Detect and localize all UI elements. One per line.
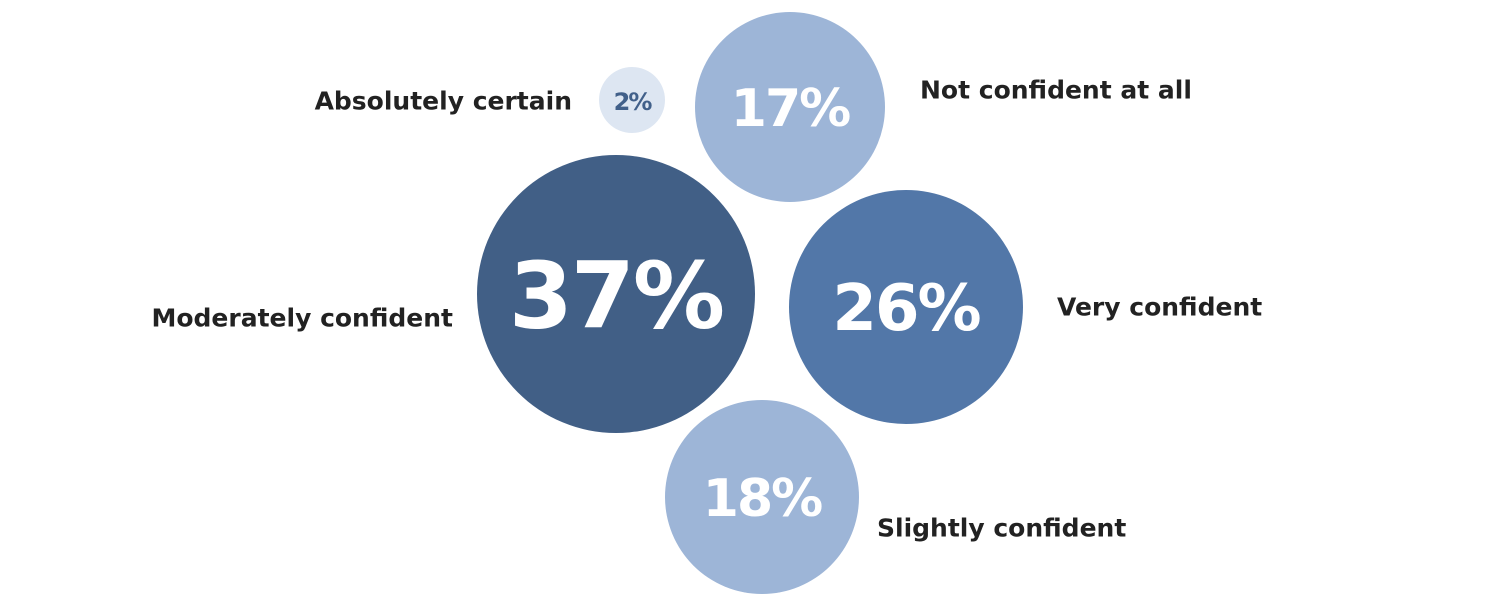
bubble-label-absolutely-certain: Absolutely certain — [315, 87, 572, 116]
bubble-label-not-confident-at-all: Not confident at all — [920, 76, 1192, 105]
bubble-moderately-confident — [477, 155, 755, 433]
bubble-not-confident-at-all — [695, 12, 885, 202]
bubble-value-not-confident-at-all: 17% — [731, 79, 850, 139]
bubble-slightly-confident — [665, 400, 859, 594]
bubble-label-moderately-confident: Moderately confident — [151, 304, 453, 333]
bubble-absolutely-certain — [599, 67, 665, 133]
bubble-group-not-confident-at-all: 17% Not confident at all — [695, 12, 1192, 202]
bubble-label-slightly-confident: Slightly confident — [877, 514, 1126, 543]
bubble-label-very-confident: Very confident — [1057, 293, 1262, 322]
bubble-group-moderately-confident: 37% Moderately confident — [151, 155, 755, 433]
bubble-very-confident — [789, 190, 1023, 424]
bubble-value-slightly-confident: 18% — [703, 469, 822, 529]
bubble-value-absolutely-certain: 2% — [614, 88, 653, 116]
bubble-group-absolutely-certain: 2% Absolutely certain — [315, 67, 665, 133]
bubble-value-moderately-confident: 37% — [509, 243, 723, 350]
bubble-group-slightly-confident: 18% Slightly confident — [665, 400, 1126, 594]
bubble-value-very-confident: 26% — [832, 272, 980, 346]
bubble-group-very-confident: 26% Very confident — [789, 190, 1262, 424]
